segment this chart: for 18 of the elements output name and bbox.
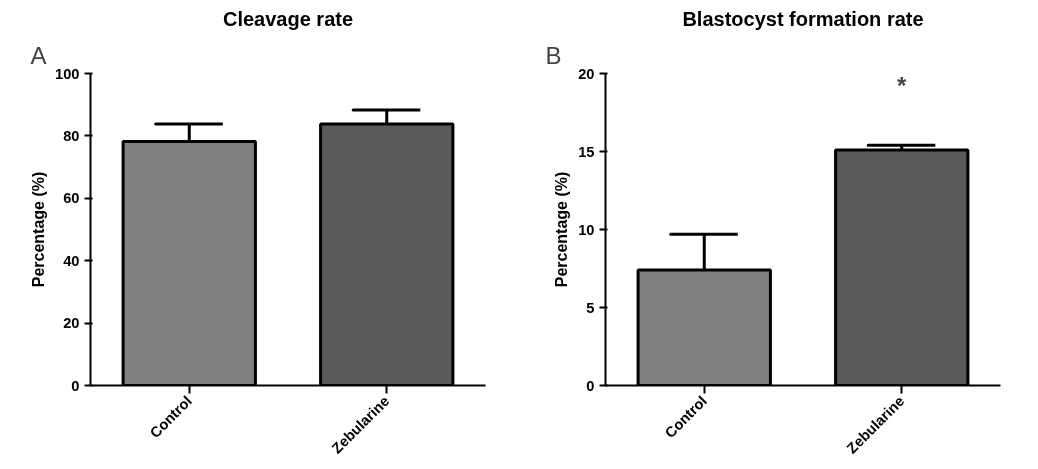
y-axis-title: Percentage (%) (553, 171, 571, 288)
y-tick-label: 0 (71, 377, 80, 394)
y-axis-title: Percentage (%) (30, 171, 48, 288)
y-tick-label: 10 (578, 221, 595, 238)
chart-title: Blastocyst formation rate (682, 7, 924, 30)
text: B (545, 41, 562, 69)
y-tick-label: 20 (578, 65, 595, 82)
y-tick-label: 100 (55, 65, 80, 82)
annotation: * (897, 72, 908, 99)
y-tick-label: 60 (63, 190, 80, 207)
y-tick-label: 40 (63, 252, 80, 269)
y-tick-label: 5 (586, 299, 595, 316)
y-tick-label: 0 (586, 377, 595, 394)
y-tick-label: 15 (578, 143, 595, 160)
y-tick-label: 80 (63, 127, 80, 144)
text: A (30, 41, 47, 69)
y-tick-label: 20 (63, 315, 80, 332)
chart-title: Cleavage rate (222, 7, 354, 30)
